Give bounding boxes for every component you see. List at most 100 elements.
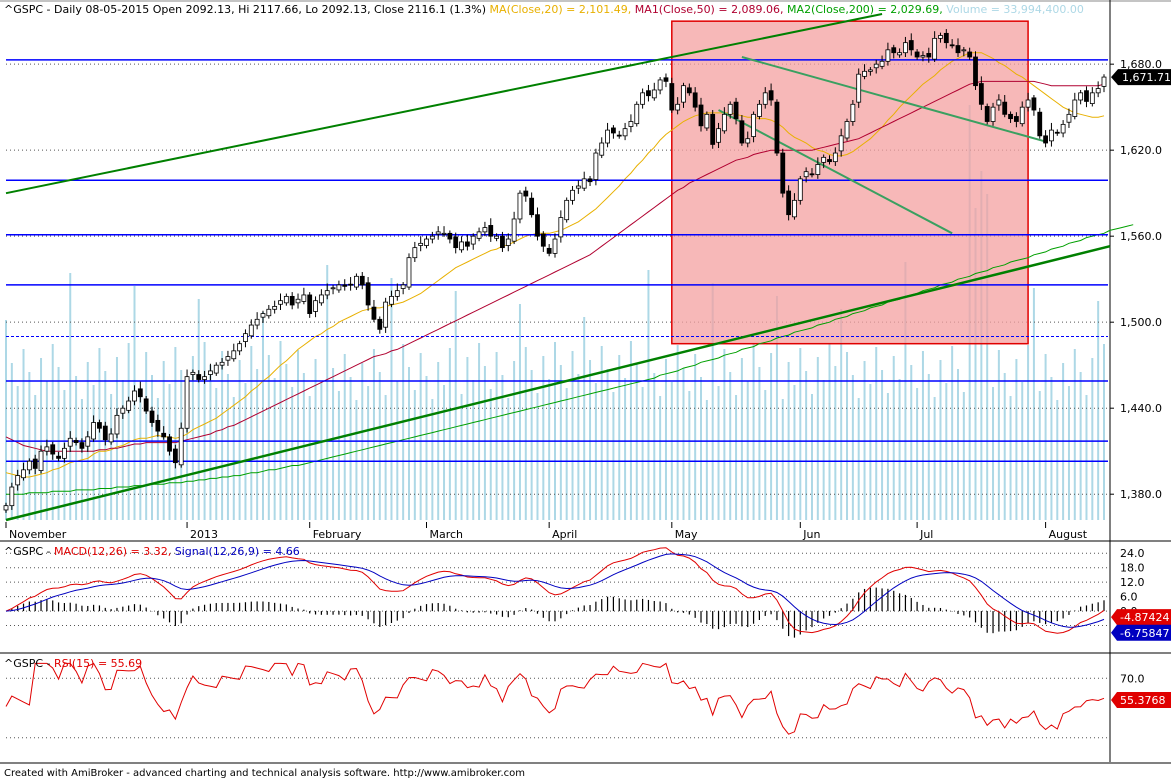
candle-body: [879, 60, 885, 67]
candle-body: [558, 217, 564, 238]
macd-panel: 24.018.012.06.00.0-4.87424-6.75847: [5, 547, 1171, 641]
candle-body: [628, 121, 634, 127]
volume-bar: [1038, 391, 1041, 520]
volume-bar: [1015, 359, 1018, 520]
volume-bar: [688, 391, 691, 520]
volume-bar: [267, 355, 270, 520]
candle-body: [73, 440, 79, 443]
candle-body: [686, 87, 692, 94]
volume-bar: [799, 348, 802, 520]
candle-body: [1043, 135, 1048, 144]
volume-bar: [816, 357, 819, 520]
candle-body: [739, 120, 745, 144]
volume-bar: [489, 389, 492, 520]
candle-body: [926, 53, 932, 58]
candle-body: [1101, 76, 1107, 87]
signal-last-label: -6.75847: [1120, 627, 1169, 640]
volume-bar: [320, 382, 323, 520]
candle-body: [797, 178, 803, 201]
volume-bar: [1097, 301, 1100, 520]
candle-body: [114, 414, 120, 435]
candle-body: [535, 214, 540, 237]
volume-bar: [1079, 372, 1082, 520]
candle-body: [488, 225, 494, 237]
ma-line: [6, 224, 1134, 495]
signal-last-marker: [1111, 624, 1171, 641]
candle-body: [283, 295, 289, 304]
candle-body: [1008, 113, 1013, 120]
candle-body: [394, 290, 400, 297]
volume-bar: [1003, 373, 1006, 520]
volume-bar: [69, 273, 72, 520]
candle-body: [260, 313, 266, 318]
month-label: April: [552, 528, 577, 541]
candle-body: [231, 350, 237, 360]
volume-bar: [1027, 345, 1030, 520]
volume-bar: [460, 394, 463, 520]
volume-bar: [612, 392, 615, 520]
volume-bar: [810, 394, 813, 520]
candle-body: [429, 235, 435, 240]
horizontal-lines: [6, 59, 1108, 462]
candle-body: [62, 447, 67, 459]
macd-line: [5, 547, 1105, 634]
volume-bar: [921, 351, 924, 520]
volume-bar: [261, 312, 264, 520]
candle-body: [920, 55, 926, 58]
volume-bar: [501, 375, 504, 520]
candle-body: [184, 376, 190, 429]
volume-bar: [355, 400, 358, 520]
candle-body: [862, 70, 867, 77]
candle-body: [482, 227, 488, 233]
volume-bar: [472, 380, 475, 520]
volume-bar: [1044, 354, 1047, 520]
volume-bar: [916, 388, 919, 520]
volume-bar: [1067, 386, 1070, 520]
volume-bar: [349, 377, 352, 520]
candle-body: [891, 47, 897, 54]
volume-bar: [758, 367, 761, 520]
rsi-panel: 70.0 55.3768: [5, 662, 1171, 739]
candle-body: [1095, 88, 1101, 94]
candle-body: [885, 49, 891, 62]
candle-body: [780, 152, 786, 194]
volume-bar: [396, 381, 399, 520]
candle-body: [108, 433, 114, 443]
candle-body: [400, 284, 406, 289]
candle-body: [67, 437, 73, 447]
candle-body: [622, 128, 628, 137]
ma-line: [5, 52, 1105, 478]
volume-bar: [653, 373, 656, 520]
candle-body: [511, 218, 517, 242]
volume-bar: [618, 355, 621, 520]
volume-bar: [951, 346, 954, 520]
macd-tick-label: 24.0: [1120, 547, 1145, 560]
volume-bar: [828, 343, 831, 520]
volume-bar: [536, 393, 539, 520]
candle-body: [143, 398, 149, 412]
volume-bar: [139, 389, 142, 520]
candle-body: [844, 121, 850, 139]
candle-body: [418, 242, 424, 246]
month-label: 2013: [190, 528, 218, 541]
volume-bar: [700, 377, 703, 520]
volume-bar: [910, 365, 913, 520]
macd-tick-label: 12.0: [1120, 576, 1145, 589]
candle-body: [1013, 116, 1019, 122]
volume-bar: [974, 208, 977, 520]
candle-body: [774, 101, 780, 154]
candle-body: [1002, 101, 1008, 115]
candle-body: [441, 232, 447, 235]
trend-line: [741, 56, 1046, 143]
candle-body: [1084, 90, 1089, 102]
candle-body: [324, 290, 330, 296]
candle-body: [809, 173, 815, 176]
volume-bar: [962, 392, 965, 520]
volume-bar: [898, 379, 901, 520]
candle-body: [406, 257, 412, 288]
candle-body: [313, 300, 318, 312]
volume-bar: [577, 374, 580, 520]
candle-body: [1019, 106, 1025, 125]
trend-line: [5, 13, 883, 195]
